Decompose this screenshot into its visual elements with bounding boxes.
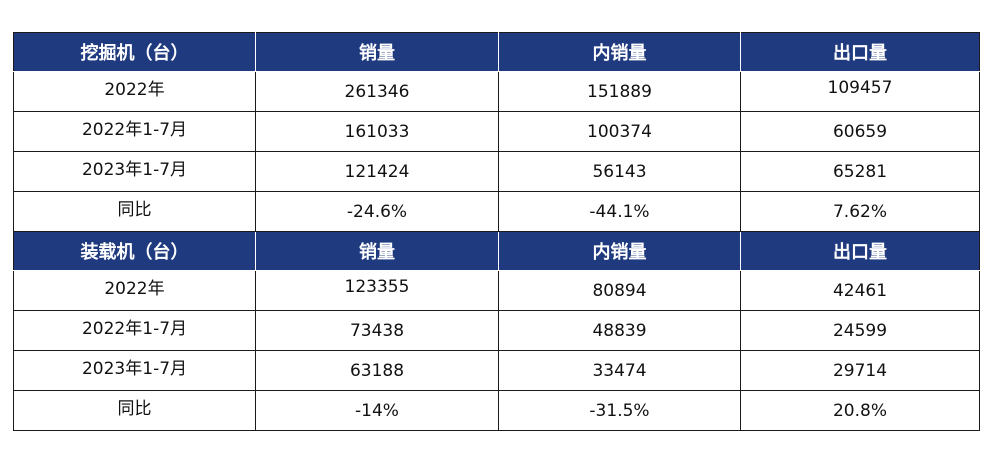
table-row-yoy: 同比 -14% -31.5% 20.8%	[13, 390, 980, 431]
row-label: 同比	[13, 191, 256, 232]
sales-yoy-value: -14%	[255, 390, 499, 431]
row-label: 2022年	[13, 71, 256, 112]
sales-data-table: 挖掘机（台） 销量 内销量 出口量 2022年 261346 151889 10…	[13, 32, 980, 431]
domestic-sales-value: 33474	[498, 350, 741, 391]
sales-value: 123355	[255, 270, 499, 311]
sales-value: 161033	[255, 111, 499, 152]
export-value: 24599	[740, 310, 980, 351]
domestic-sales-yoy-value: -31.5%	[498, 390, 741, 431]
column-header-domestic-sales: 内销量	[498, 231, 741, 271]
export-value: 29714	[740, 350, 980, 391]
column-header-sales: 销量	[255, 32, 499, 72]
row-label: 2023年1-7月	[13, 151, 256, 192]
sales-value: 121424	[255, 151, 499, 192]
sales-yoy-value: -24.6%	[255, 191, 499, 232]
column-header-sales: 销量	[255, 231, 499, 271]
section-title: 挖掘机（台）	[13, 32, 256, 72]
sales-value: 63188	[255, 350, 499, 391]
export-value: 60659	[740, 111, 980, 152]
domestic-sales-yoy-value: -44.1%	[498, 191, 741, 232]
export-yoy-value: 7.62%	[740, 191, 980, 232]
domestic-sales-value: 80894	[498, 270, 741, 311]
column-header-domestic-sales: 内销量	[498, 32, 741, 72]
domestic-sales-value: 100374	[498, 111, 741, 152]
section-header-loader: 装载机（台） 销量 内销量 出口量	[13, 231, 980, 271]
table-row: 2023年1-7月 63188 33474 29714	[13, 350, 980, 391]
section-header-excavator: 挖掘机（台） 销量 内销量 出口量	[13, 32, 980, 72]
row-label: 2022年	[13, 270, 256, 311]
row-label: 2022年1-7月	[13, 111, 256, 152]
row-label: 同比	[13, 390, 256, 431]
row-label: 2023年1-7月	[13, 350, 256, 391]
row-label: 2022年1-7月	[13, 310, 256, 351]
table-row: 2022年1-7月 161033 100374 60659	[13, 111, 980, 152]
sales-value: 261346	[255, 71, 499, 112]
domestic-sales-value: 151889	[498, 71, 741, 112]
section-title: 装载机（台）	[13, 231, 256, 271]
column-header-export: 出口量	[740, 231, 980, 271]
domestic-sales-value: 56143	[498, 151, 741, 192]
sales-value: 73438	[255, 310, 499, 351]
export-value: 42461	[740, 270, 980, 311]
table-row: 2022年1-7月 73438 48839 24599	[13, 310, 980, 351]
column-header-export: 出口量	[740, 32, 980, 72]
export-yoy-value: 20.8%	[740, 390, 980, 431]
table-row: 2023年1-7月 121424 56143 65281	[13, 151, 980, 192]
table-row: 2022年 123355 80894 42461	[13, 270, 980, 311]
export-value: 65281	[740, 151, 980, 192]
table-row-yoy: 同比 -24.6% -44.1% 7.62%	[13, 191, 980, 232]
table-row: 2022年 261346 151889 109457	[13, 71, 980, 112]
domestic-sales-value: 48839	[498, 310, 741, 351]
export-value: 109457	[740, 71, 980, 112]
